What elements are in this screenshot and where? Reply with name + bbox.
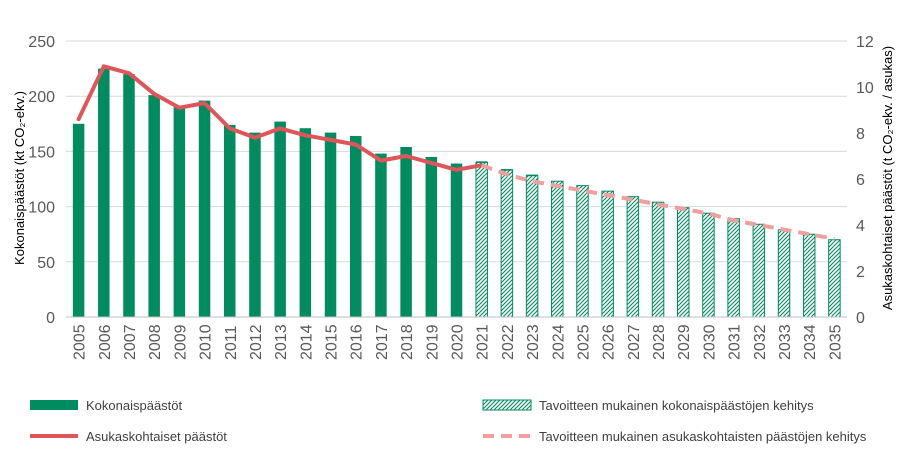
emission-bar xyxy=(72,123,85,317)
legend-label: Tavoitteen mukainen kokonaispäästöjen ke… xyxy=(539,398,814,413)
emission-bar xyxy=(450,163,463,317)
legend: Kokonaispäästöt Tavoitteen mukainen kokon… xyxy=(30,398,867,444)
target-bar xyxy=(651,201,665,318)
x-tick-label: 2022 xyxy=(500,324,517,360)
y-right-tick-label: 10 xyxy=(856,80,874,97)
x-tick-label: 2026 xyxy=(601,324,618,360)
target-bar xyxy=(525,175,539,318)
emission-bar xyxy=(349,135,362,317)
emission-bar xyxy=(375,153,387,317)
target-bar xyxy=(475,161,488,318)
x-tick-label: 2031 xyxy=(727,324,744,360)
x-tick-label: 2032 xyxy=(752,324,769,360)
x-tick-label: 2021 xyxy=(475,324,492,360)
x-tick-label: 2029 xyxy=(676,324,693,360)
x-tick-label: 2017 xyxy=(374,324,391,360)
target-bar xyxy=(500,169,514,318)
legend-item: Tavoitteen mukainen kokonaispäästöjen ke… xyxy=(482,398,814,413)
legend-label: Kokonaispäästöt xyxy=(86,398,183,413)
x-tick-label: 2019 xyxy=(424,324,441,360)
x-tick-label: 2008 xyxy=(147,324,164,360)
emission-bar xyxy=(198,100,211,317)
y-right-tick-label: 2 xyxy=(856,264,865,281)
x-tick-label: 2018 xyxy=(399,324,416,360)
target-bar xyxy=(802,233,816,318)
x-tick-label: 2033 xyxy=(777,324,794,360)
y-left-tick-label: 0 xyxy=(46,310,55,327)
emission-bar xyxy=(173,107,186,318)
x-tick-label: 2028 xyxy=(651,324,668,360)
y-right-tick-label: 4 xyxy=(856,218,865,235)
emission-bar xyxy=(148,95,160,317)
y-left-tick-label: 50 xyxy=(37,255,55,272)
emission-bar xyxy=(324,132,337,317)
y-right-tick-label: 8 xyxy=(856,126,865,143)
line-series xyxy=(76,64,835,241)
legend-swatch xyxy=(482,399,532,411)
x-tick-label: 2012 xyxy=(248,324,265,360)
x-tick-label: 2030 xyxy=(701,324,718,360)
y-left-tick-label: 100 xyxy=(28,200,55,217)
x-tick-label: 2011 xyxy=(223,325,240,360)
y-left-tick-label: 250 xyxy=(28,34,55,51)
gridlines xyxy=(66,40,847,263)
x-tick-label: 2024 xyxy=(550,324,567,360)
target-bar xyxy=(727,218,740,318)
x-tick-label: 2027 xyxy=(626,324,643,360)
x-tick-label: 2010 xyxy=(198,324,215,360)
y-right-tick-label: 12 xyxy=(856,34,874,51)
legend-label: Asukaskohtaiset päästöt xyxy=(86,429,227,444)
emission-bar xyxy=(98,68,110,317)
emission-bar xyxy=(224,124,236,318)
target-per-capita-line xyxy=(481,163,835,241)
target-bar xyxy=(777,229,791,318)
emission-bar xyxy=(425,156,438,317)
y-left-tick-label: 150 xyxy=(28,144,55,161)
legend-swatch xyxy=(30,400,78,410)
x-tick-label: 2005 xyxy=(72,324,89,360)
x-tick-label: 2016 xyxy=(349,324,366,360)
target-bar xyxy=(626,196,640,318)
x-tick-label: 2020 xyxy=(450,324,467,360)
emission-bar xyxy=(299,128,312,317)
x-tick-label: 2006 xyxy=(97,324,114,360)
x-tick-label: 2007 xyxy=(122,324,139,360)
x-tick-label: 2035 xyxy=(827,324,844,360)
x-tick-label: 2013 xyxy=(273,324,290,360)
axes: 0 50 100 150 200 250 0 2 4 6 8 10 12 2005 2006 2007 2008… xyxy=(28,34,874,360)
target-bar xyxy=(676,207,690,318)
target-bar xyxy=(551,180,564,318)
y-right-tick-label: 0 xyxy=(856,310,865,327)
y-left-tick-label: 200 xyxy=(28,89,55,106)
x-tick-label: 2023 xyxy=(525,324,542,360)
target-bar xyxy=(828,239,841,318)
legend-item: Tavoitteen mukainen asukaskohtaisten pää… xyxy=(483,429,867,444)
emission-bar xyxy=(400,146,412,317)
x-tick-label: 2015 xyxy=(324,324,341,360)
legend-label: Tavoitteen mukainen asukaskohtaisten pää… xyxy=(539,429,867,444)
y-right-tick-label: 6 xyxy=(856,172,865,189)
per-capita-line xyxy=(76,64,484,172)
x-tick-label: 2025 xyxy=(575,324,592,360)
y-left-axis-title: Kokonaispäästöt (kt CO₂-ekv.) xyxy=(12,91,27,265)
x-tick-label: 2009 xyxy=(172,324,189,360)
target-bar xyxy=(601,190,614,318)
emission-bar xyxy=(274,121,286,317)
legend-item: Kokonaispäästöt xyxy=(30,398,183,413)
x-tick-label: 2034 xyxy=(802,324,819,360)
y-right-axis-title: Asukaskohtaiset päästöt (t CO₂-ekv. / as… xyxy=(880,46,895,310)
legend-item: Asukaskohtaiset päästöt xyxy=(30,429,227,444)
target-bar xyxy=(576,185,589,318)
target-bar xyxy=(752,223,766,318)
emission-bar xyxy=(123,74,135,318)
x-tick-label: 2014 xyxy=(298,324,315,360)
target-bar xyxy=(702,212,715,318)
emission-bar xyxy=(249,132,261,317)
